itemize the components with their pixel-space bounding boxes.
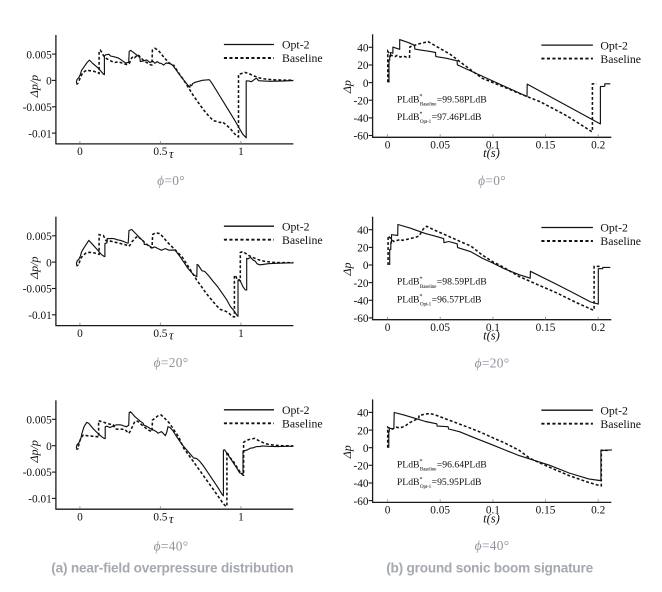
svg-text:0.1: 0.1 [486, 322, 500, 334]
svg-text:PLdB*Opt-1=95.95PLdB: PLdB* Opt-1=95.95PLdB [397, 477, 482, 490]
svg-text:0: 0 [46, 441, 52, 453]
svg-text:-0.01: -0.01 [28, 494, 52, 506]
svg-text:τ: τ [169, 512, 174, 526]
svg-text:40: 40 [357, 408, 369, 420]
svg-text:-0.01: -0.01 [28, 128, 52, 140]
svg-text:Δp: Δp [340, 262, 354, 276]
svg-text:0.2: 0.2 [591, 322, 605, 334]
svg-text:Δp: Δp [340, 80, 354, 94]
svg-text:0.5: 0.5 [153, 511, 167, 523]
svg-text:0: 0 [363, 260, 369, 272]
svg-text:PLdB*Baseline=96.64PLdB: PLdB* Baseline=96.64PLdB [397, 459, 487, 472]
svg-text:0.05: 0.05 [430, 140, 450, 152]
svg-text:0: 0 [385, 322, 391, 334]
svg-text:-20: -20 [353, 278, 368, 290]
svg-text:-40: -40 [353, 296, 368, 308]
svg-text:0: 0 [46, 257, 52, 269]
svg-text:t(s): t(s) [483, 146, 500, 160]
svg-text:ϕ=20°: ϕ=20° [154, 355, 189, 370]
svg-text:Δp/p: Δp/p [27, 75, 41, 98]
svg-text:0.15: 0.15 [536, 322, 556, 334]
svg-text:Baseline: Baseline [600, 52, 641, 66]
svg-text:0.005: 0.005 [26, 49, 52, 61]
svg-text:-60: -60 [353, 131, 368, 143]
svg-text:-20: -20 [353, 461, 368, 473]
svg-text:(a) near-field overpressure di: (a) near-field overpressure distribution [51, 560, 293, 575]
svg-text:0.2: 0.2 [591, 140, 605, 152]
svg-text:0.15: 0.15 [536, 140, 556, 152]
svg-text:0.1: 0.1 [486, 505, 500, 517]
svg-text:0: 0 [46, 76, 52, 88]
svg-text:0.005: 0.005 [26, 231, 52, 243]
svg-text:20: 20 [357, 60, 369, 72]
svg-text:Baseline: Baseline [600, 417, 641, 431]
svg-text:PLdB*Baseline=98.59PLdB: PLdB* Baseline=98.59PLdB [397, 277, 487, 290]
svg-text:0: 0 [363, 78, 369, 90]
svg-text:-0.005: -0.005 [23, 467, 53, 479]
svg-text:-40: -40 [353, 113, 368, 125]
svg-text:1: 1 [238, 146, 244, 158]
svg-text:0: 0 [77, 328, 83, 340]
svg-text:0.1: 0.1 [486, 140, 500, 152]
svg-text:ϕ=20°: ϕ=20° [475, 356, 510, 371]
svg-text:Δp/p: Δp/p [27, 257, 41, 280]
svg-text:t(s): t(s) [483, 329, 500, 343]
svg-text:ϕ=0°: ϕ=0° [478, 173, 506, 188]
svg-text:Opt-2: Opt-2 [600, 403, 628, 417]
svg-text:τ: τ [169, 329, 174, 343]
svg-text:0: 0 [363, 443, 369, 455]
svg-text:0: 0 [77, 146, 83, 158]
svg-text:20: 20 [357, 425, 369, 437]
svg-text:Opt-2: Opt-2 [600, 221, 628, 235]
svg-text:-0.005: -0.005 [23, 102, 53, 114]
svg-text:-20: -20 [353, 95, 368, 107]
svg-text:40: 40 [357, 225, 369, 237]
svg-text:-0.01: -0.01 [28, 310, 52, 322]
svg-text:ϕ=40°: ϕ=40° [475, 538, 510, 553]
svg-text:0.5: 0.5 [153, 328, 167, 340]
svg-text:0.005: 0.005 [26, 415, 52, 427]
svg-text:τ: τ [169, 147, 174, 161]
svg-text:0.5: 0.5 [153, 146, 167, 158]
svg-text:PLdB*Opt-1=97.46PLdB: PLdB* Opt-1=97.46PLdB [397, 112, 482, 125]
svg-text:1: 1 [238, 328, 244, 340]
svg-text:0.05: 0.05 [430, 505, 450, 517]
svg-text:(b) ground sonic boom signatur: (b) ground sonic boom signature [386, 560, 593, 575]
svg-text:PLdB*Baseline=99.58PLdB: PLdB* Baseline=99.58PLdB [397, 94, 487, 107]
svg-text:1: 1 [238, 511, 244, 523]
svg-text:Baseline: Baseline [600, 234, 641, 248]
svg-text:0: 0 [385, 140, 391, 152]
svg-text:Opt-2: Opt-2 [600, 38, 628, 52]
svg-text:0.15: 0.15 [536, 505, 556, 517]
svg-text:0.05: 0.05 [430, 322, 450, 334]
svg-text:Baseline: Baseline [282, 233, 323, 247]
svg-text:-60: -60 [353, 313, 368, 325]
svg-text:0.2: 0.2 [591, 505, 605, 517]
svg-text:PLdB*Opt-1=96.57PLdB: PLdB* Opt-1=96.57PLdB [397, 294, 482, 307]
svg-text:Δp: Δp [340, 445, 354, 459]
svg-text:Δp/p: Δp/p [27, 440, 41, 463]
svg-text:t(s): t(s) [483, 511, 500, 525]
svg-text:ϕ=40°: ϕ=40° [154, 538, 189, 553]
svg-text:0: 0 [77, 511, 83, 523]
svg-text:40: 40 [357, 43, 369, 55]
svg-text:Baseline: Baseline [282, 417, 323, 431]
svg-text:-60: -60 [353, 496, 368, 508]
svg-text:-40: -40 [353, 478, 368, 490]
svg-text:Baseline: Baseline [282, 51, 323, 65]
svg-text:20: 20 [357, 243, 369, 255]
svg-text:ϕ=0°: ϕ=0° [157, 173, 185, 188]
svg-text:-0.005: -0.005 [23, 284, 53, 296]
svg-text:Opt-2: Opt-2 [282, 219, 310, 233]
svg-text:Opt-2: Opt-2 [282, 38, 310, 52]
svg-text:Opt-2: Opt-2 [282, 403, 310, 417]
svg-text:0: 0 [385, 505, 391, 517]
